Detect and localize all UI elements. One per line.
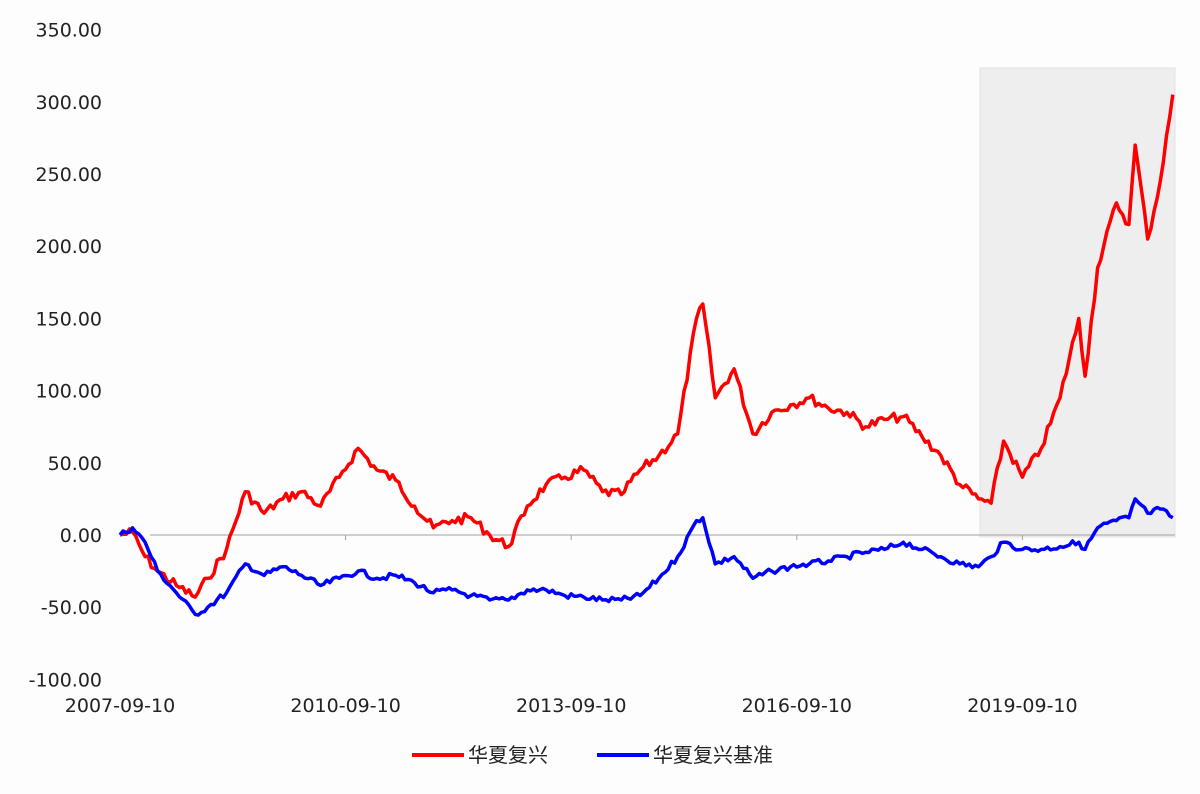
y-tick-label: 150.00: [36, 308, 102, 330]
y-axis: 350.00 300.00 250.00 200.00 150.00 100.00 50.0…: [29, 20, 102, 692]
x-tick-label: 2007-09-10: [65, 695, 175, 717]
x-tick-label: 2013-09-10: [516, 695, 626, 717]
x-tick-label: 2019-09-10: [967, 695, 1077, 717]
y-tick-label: -50.00: [41, 597, 102, 619]
legend-label: 华夏复兴: [468, 743, 548, 767]
y-tick-label: 250.00: [36, 164, 102, 186]
y-tick-label: 100.00: [36, 381, 102, 403]
highlight-region: [979, 67, 1176, 538]
legend-label: 华夏复兴基准: [653, 743, 773, 767]
y-tick-label: 50.00: [48, 453, 102, 475]
x-tick-label: 2010-09-10: [290, 695, 400, 717]
x-axis: 2007-09-10 2010-09-10 2013-09-10 2016-09-10…: [65, 535, 1078, 717]
series-benchmark-line: [118, 497, 1174, 617]
y-tick-label: -100.00: [29, 669, 102, 691]
series-fund-line: [119, 94, 1175, 599]
series-layer: [118, 94, 1175, 617]
legend: 华夏复兴 华夏复兴基准: [412, 743, 773, 767]
y-tick-label: 200.00: [36, 236, 102, 258]
x-tick-label: 2016-09-10: [742, 695, 852, 717]
y-tick-label: 350.00: [36, 20, 102, 42]
y-tick-label: 0.00: [60, 525, 102, 547]
y-tick-label: 300.00: [36, 92, 102, 114]
